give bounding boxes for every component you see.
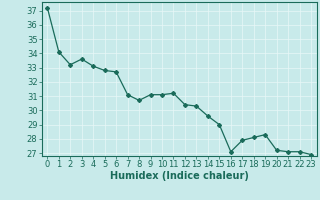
X-axis label: Humidex (Indice chaleur): Humidex (Indice chaleur) (110, 171, 249, 181)
